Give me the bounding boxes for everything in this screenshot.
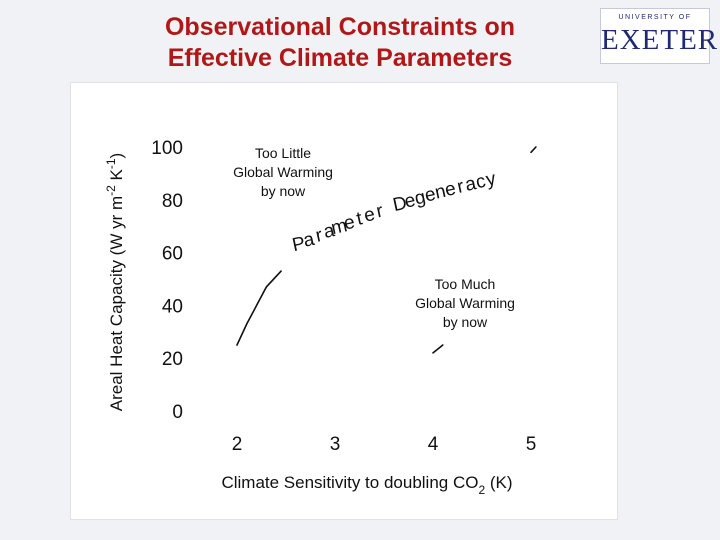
svg-text:m: m [329, 215, 349, 239]
y-tick-label: 80 [162, 191, 183, 212]
svg-text:a: a [322, 220, 337, 243]
y-tick-label: 40 [162, 296, 183, 317]
svg-text:c: c [474, 171, 488, 194]
logo-small-text: UNIVERSITY OF [618, 14, 692, 21]
y-tick-label: 60 [162, 244, 183, 265]
annotation-too-much: Too Much Global Warming by now [415, 276, 515, 330]
x-tick-label: 3 [330, 434, 341, 455]
university-logo: UNIVERSITY OF EXETER [600, 8, 719, 64]
degeneracy-curve-segment [236, 270, 282, 346]
slide-title: Observational Constraints on Effective C… [90, 12, 590, 74]
x-tick-label: 2 [232, 434, 243, 455]
x-tick-label: 5 [526, 434, 537, 455]
y-axis-label: Areal Heat Capacity (W yr m-2 K-1) [104, 153, 126, 411]
plot-panel [70, 82, 618, 520]
y-tick-label: 0 [172, 402, 183, 423]
svg-text:e: e [362, 204, 377, 227]
svg-text:D: D [391, 193, 409, 216]
svg-text:P: P [290, 233, 307, 256]
svg-text:e: e [403, 190, 418, 213]
svg-text:e: e [443, 178, 458, 201]
svg-text:e: e [423, 184, 438, 207]
degeneracy-curve-segment [432, 344, 444, 354]
svg-text:a: a [302, 229, 317, 252]
svg-text:r: r [314, 225, 325, 247]
svg-text:t: t [355, 208, 365, 230]
svg-text:a: a [463, 173, 478, 196]
annotation-too-little: Too Little Global Warming by now [233, 145, 333, 199]
title-line-2: Effective Climate Parameters [167, 44, 513, 72]
svg-text:g: g [413, 187, 428, 210]
logo-main-text: EXETER [601, 24, 719, 56]
svg-text:e: e [342, 212, 357, 235]
y-tick-label: 100 [151, 138, 183, 159]
degeneracy-curve-segment [530, 146, 537, 154]
x-axis-label: Climate Sensitivity to doubling CO2 (K) [221, 473, 512, 497]
svg-text:r: r [374, 200, 385, 222]
y-tick-label: 20 [162, 349, 183, 370]
svg-text:n: n [433, 181, 448, 204]
title-line-1: Observational Constraints on [164, 13, 516, 41]
x-tick-label: 4 [428, 434, 439, 455]
svg-text:r: r [455, 176, 466, 198]
